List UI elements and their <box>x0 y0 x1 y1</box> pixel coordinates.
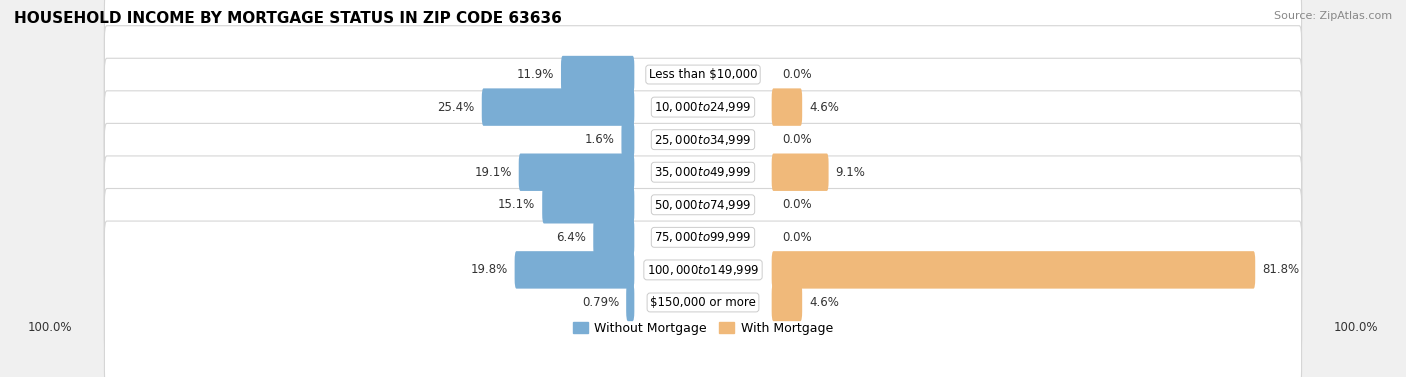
Text: 0.0%: 0.0% <box>782 231 811 244</box>
FancyBboxPatch shape <box>104 91 1302 254</box>
Text: 100.0%: 100.0% <box>28 321 73 334</box>
Text: 0.0%: 0.0% <box>782 68 811 81</box>
Text: 81.8%: 81.8% <box>1263 264 1299 276</box>
Text: 0.0%: 0.0% <box>782 198 811 211</box>
Text: 100.0%: 100.0% <box>1333 321 1378 334</box>
FancyBboxPatch shape <box>104 26 1302 188</box>
Text: 0.0%: 0.0% <box>782 133 811 146</box>
Text: $10,000 to $24,999: $10,000 to $24,999 <box>654 100 752 114</box>
FancyBboxPatch shape <box>515 251 634 289</box>
FancyBboxPatch shape <box>104 156 1302 319</box>
FancyBboxPatch shape <box>519 153 634 191</box>
FancyBboxPatch shape <box>104 58 1302 221</box>
Text: $100,000 to $149,999: $100,000 to $149,999 <box>647 263 759 277</box>
Text: 4.6%: 4.6% <box>810 296 839 309</box>
Text: HOUSEHOLD INCOME BY MORTGAGE STATUS IN ZIP CODE 63636: HOUSEHOLD INCOME BY MORTGAGE STATUS IN Z… <box>14 11 562 26</box>
Text: 6.4%: 6.4% <box>557 231 586 244</box>
Text: 11.9%: 11.9% <box>516 68 554 81</box>
Text: $25,000 to $34,999: $25,000 to $34,999 <box>654 133 752 147</box>
FancyBboxPatch shape <box>104 221 1302 377</box>
Text: $150,000 or more: $150,000 or more <box>650 296 756 309</box>
Text: 9.1%: 9.1% <box>835 166 866 179</box>
FancyBboxPatch shape <box>104 0 1302 156</box>
Text: Less than $10,000: Less than $10,000 <box>648 68 758 81</box>
FancyBboxPatch shape <box>772 153 828 191</box>
Text: 19.1%: 19.1% <box>474 166 512 179</box>
FancyBboxPatch shape <box>104 123 1302 286</box>
FancyBboxPatch shape <box>593 219 634 256</box>
FancyBboxPatch shape <box>621 121 634 158</box>
FancyBboxPatch shape <box>772 88 803 126</box>
FancyBboxPatch shape <box>543 186 634 224</box>
Text: 15.1%: 15.1% <box>498 198 536 211</box>
FancyBboxPatch shape <box>772 251 1256 289</box>
Text: 19.8%: 19.8% <box>471 264 508 276</box>
FancyBboxPatch shape <box>561 56 634 93</box>
Text: $75,000 to $99,999: $75,000 to $99,999 <box>654 230 752 244</box>
Text: 0.79%: 0.79% <box>582 296 619 309</box>
Legend: Without Mortgage, With Mortgage: Without Mortgage, With Mortgage <box>568 317 838 340</box>
Text: 25.4%: 25.4% <box>437 101 475 113</box>
Text: $35,000 to $49,999: $35,000 to $49,999 <box>654 165 752 179</box>
Text: $50,000 to $74,999: $50,000 to $74,999 <box>654 198 752 212</box>
Text: 1.6%: 1.6% <box>585 133 614 146</box>
Text: 4.6%: 4.6% <box>810 101 839 113</box>
FancyBboxPatch shape <box>772 284 803 321</box>
FancyBboxPatch shape <box>104 188 1302 351</box>
FancyBboxPatch shape <box>626 284 634 321</box>
FancyBboxPatch shape <box>482 88 634 126</box>
Text: Source: ZipAtlas.com: Source: ZipAtlas.com <box>1274 11 1392 21</box>
